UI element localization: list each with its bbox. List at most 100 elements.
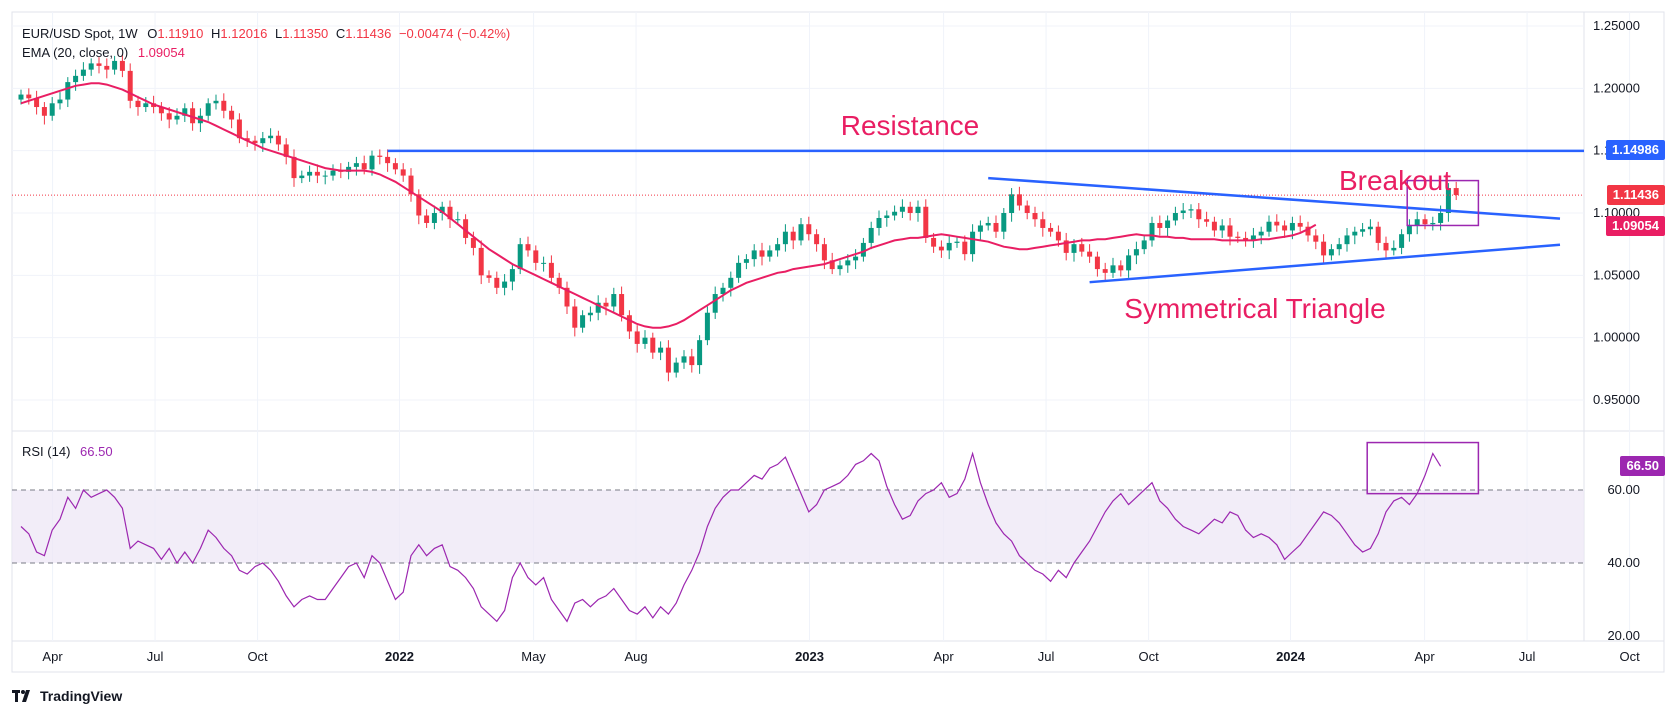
rsi-line <box>20 451 1442 623</box>
candle-body <box>1250 235 1256 241</box>
candle-body <box>1445 188 1451 213</box>
candle-body <box>962 241 968 255</box>
time-axis-tick: Oct <box>247 649 268 664</box>
candle-body <box>1172 213 1178 221</box>
candle-body <box>1344 235 1350 245</box>
candle-body <box>845 260 851 266</box>
candle-body <box>1180 210 1186 213</box>
rsi-axis-tick: 40.00 <box>1607 555 1640 570</box>
candle-body <box>408 175 414 195</box>
candle-body <box>57 99 63 104</box>
candle-body <box>1328 249 1334 256</box>
candle-body <box>814 234 820 245</box>
candle-body <box>455 219 461 221</box>
candle-body <box>1438 213 1444 223</box>
candle-body <box>1391 247 1397 251</box>
ema-legend[interactable]: EMA (20, close, 0) 1.09054 <box>22 45 185 61</box>
candle-body <box>1141 240 1147 250</box>
candle-body <box>1048 227 1054 232</box>
candle-body <box>1001 213 1007 232</box>
candle-body <box>946 242 952 251</box>
candle-body <box>1383 242 1389 251</box>
candle-body <box>291 156 297 179</box>
candle-body <box>1297 222 1303 227</box>
candle-body <box>166 113 172 120</box>
candle-body <box>743 259 749 263</box>
candle-body <box>1399 234 1405 248</box>
candle-body <box>868 227 874 243</box>
change-value: −0.00474 (−0.42%) <box>398 26 511 41</box>
candle-body <box>1110 265 1116 273</box>
candle-body <box>1165 220 1171 228</box>
candle-body <box>892 211 898 216</box>
candle-body <box>307 171 313 176</box>
candle-body <box>728 277 734 288</box>
candle-body <box>494 277 500 288</box>
triangle-annotation: Symmetrical Triangle <box>1124 293 1385 324</box>
candle-body <box>759 250 765 257</box>
candle-body <box>798 224 804 241</box>
candle-body <box>993 222 999 232</box>
candle-body <box>361 163 367 170</box>
candle-body <box>1453 188 1459 196</box>
candle-body <box>1375 226 1381 243</box>
candle-body <box>720 287 726 295</box>
candle-body <box>1406 225 1412 235</box>
candle-body <box>837 265 843 270</box>
candle-body <box>860 242 866 257</box>
candle-body <box>268 135 274 139</box>
candle-body <box>244 138 250 141</box>
candle-body <box>260 138 266 144</box>
candle-body <box>1157 222 1163 228</box>
price-axis-tick: 1.20000 <box>1593 80 1640 95</box>
lower-trendline[interactable] <box>1089 243 1561 284</box>
candle-body <box>915 206 921 213</box>
candle-body <box>283 144 289 157</box>
candle-body <box>205 103 211 116</box>
time-axis-tick: Oct <box>1138 649 1159 664</box>
candle-body <box>1204 219 1210 222</box>
high-value: 1.12016 <box>220 26 268 41</box>
candle-body <box>829 260 835 270</box>
candle-body <box>88 63 94 70</box>
candle-body <box>104 65 110 70</box>
candle-body <box>697 340 703 366</box>
rsi-legend[interactable]: RSI (14) 66.50 <box>22 444 113 460</box>
candle-body <box>611 294 617 307</box>
candle-body <box>447 206 453 220</box>
price-axis-tick: 1.05000 <box>1593 267 1640 282</box>
candle-body <box>1016 194 1022 206</box>
symbol-label[interactable]: EUR/USD Spot, 1W <box>22 26 138 41</box>
candle-body <box>587 312 593 316</box>
candle-body <box>1024 205 1030 213</box>
candle-body <box>1126 255 1132 271</box>
time-axis-tick: Oct <box>1619 649 1640 664</box>
tradingview-brand[interactable]: TradingView <box>12 688 122 704</box>
candle-body <box>689 356 695 366</box>
candle-body <box>985 222 991 226</box>
candle-body <box>954 241 960 243</box>
low-value: 1.11350 <box>282 26 329 41</box>
candle-body <box>1196 209 1202 220</box>
ema-legend-value: 1.09054 <box>137 45 185 60</box>
candle-body <box>158 107 164 114</box>
candle-body <box>314 171 320 176</box>
candle-body <box>96 63 102 66</box>
candle-body <box>736 262 742 278</box>
price-legend: EUR/USD Spot, 1W O1.11910 H1.12016 L1.11… <box>22 26 510 42</box>
low-label: L <box>275 26 283 41</box>
candle-body <box>18 94 24 100</box>
candle-body <box>41 107 47 116</box>
candle-body <box>275 135 281 145</box>
candle-body <box>478 247 484 276</box>
candle-body <box>385 156 391 164</box>
candle-body <box>673 362 679 373</box>
candle-body <box>1430 222 1436 225</box>
candle-body <box>767 250 773 257</box>
price-axis-tick: 1.25000 <box>1593 18 1640 33</box>
candle-body <box>400 169 406 176</box>
candle-body <box>1094 256 1100 270</box>
upper-trendline[interactable] <box>988 176 1561 220</box>
candle-body <box>1367 226 1373 230</box>
time-axis-tick: Apr <box>1414 649 1435 664</box>
